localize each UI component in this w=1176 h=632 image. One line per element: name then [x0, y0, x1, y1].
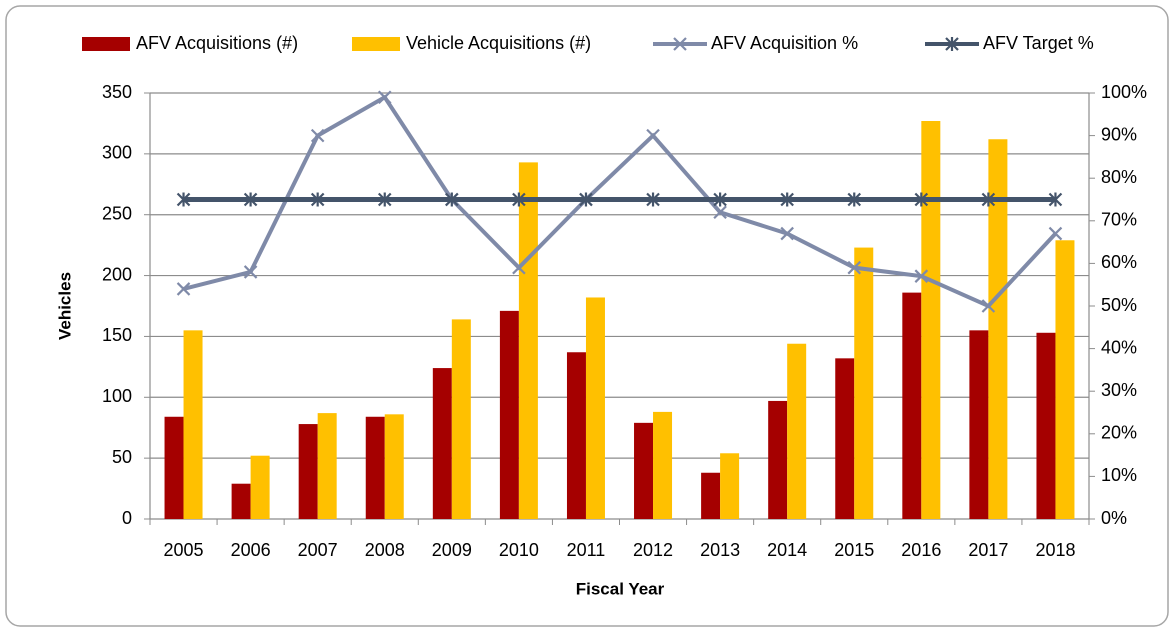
legend-swatch: [352, 37, 400, 51]
legend-swatch: [82, 37, 130, 51]
x-tick-label: 2013: [700, 540, 740, 560]
line-marker: [377, 192, 392, 207]
y-tick-label: 150: [102, 325, 132, 345]
bar: [720, 453, 740, 519]
y2-tick-label: 10%: [1101, 465, 1137, 485]
y-tick-label: 350: [102, 82, 132, 102]
line-marker: [914, 269, 929, 283]
x-tick-label: 2012: [633, 540, 673, 560]
x-tick-label: 2011: [567, 540, 606, 560]
line-marker: [176, 192, 191, 207]
x-tick-label: 2017: [968, 540, 1008, 560]
line-marker: [713, 192, 727, 207]
line-marker: [377, 90, 392, 105]
legend-label: AFV Acquisitions (#): [136, 33, 298, 53]
line-marker: [847, 260, 862, 275]
line-marker: [176, 282, 191, 296]
bar: [854, 247, 874, 519]
bar: [634, 422, 654, 519]
bar: [432, 368, 452, 519]
bar: [317, 413, 337, 519]
bar: [1055, 240, 1075, 519]
y2-tick-label: 50%: [1101, 295, 1137, 315]
line-marker: [780, 192, 794, 207]
y2-tick-label: 80%: [1101, 167, 1137, 187]
y-tick-label: 300: [102, 143, 132, 163]
y2-tick-label: 90%: [1101, 124, 1137, 144]
bar: [566, 352, 586, 519]
legend-marker: [673, 37, 687, 51]
bar: [231, 483, 251, 519]
bar: [585, 297, 605, 519]
line-marker: [713, 205, 727, 220]
y2-tick-label: 30%: [1101, 380, 1137, 400]
bar: [183, 330, 203, 519]
line-marker: [1048, 192, 1063, 207]
y-axis-label: Vehicles: [55, 272, 74, 340]
y2-tick-label: 0%: [1101, 508, 1127, 528]
bar: [835, 358, 855, 519]
y-tick-label: 50: [112, 447, 132, 467]
line-marker: [243, 265, 258, 279]
bar: [499, 310, 519, 519]
bar: [988, 139, 1008, 519]
line-marker: [981, 192, 996, 207]
line-marker: [780, 226, 794, 241]
legend-label: AFV Acquisition %: [711, 33, 858, 53]
bar: [298, 424, 318, 519]
bar: [1036, 332, 1056, 519]
line-marker: [243, 192, 258, 207]
y-tick-label: 0: [122, 508, 132, 528]
y2-tick-label: 20%: [1101, 423, 1137, 443]
x-tick-label: 2016: [901, 540, 941, 560]
x-tick-label: 2010: [499, 540, 539, 560]
bar: [921, 120, 941, 519]
line-marker: [914, 192, 929, 207]
legend-label: Vehicle Acquisitions (#): [406, 33, 591, 53]
bar: [701, 472, 721, 519]
bar: [250, 455, 270, 519]
bar: [768, 400, 788, 519]
x-tick-label: 2014: [767, 540, 807, 560]
legend-label: AFV Target %: [983, 33, 1094, 53]
x-tick-label: 2007: [298, 540, 338, 560]
bar: [653, 411, 673, 519]
line-marker: [310, 192, 325, 207]
bar: [365, 416, 385, 519]
x-tick-label: 2015: [834, 540, 874, 560]
x-tick-label: 2018: [1035, 540, 1075, 560]
bar: [969, 330, 989, 519]
line-marker: [646, 128, 660, 143]
legend-marker: [945, 37, 959, 51]
x-axis-label: Fiscal Year: [576, 579, 665, 598]
y-tick-label: 100: [102, 386, 132, 406]
bar: [518, 162, 538, 519]
line-marker: [646, 192, 660, 207]
bar: [902, 292, 922, 519]
y2-tick-label: 40%: [1101, 337, 1137, 357]
y-tick-label: 200: [102, 264, 132, 284]
x-tick-label: 2006: [231, 540, 271, 560]
line-marker: [310, 128, 325, 143]
y2-tick-label: 60%: [1101, 252, 1137, 272]
y-tick-label: 250: [102, 203, 132, 223]
x-tick-label: 2008: [365, 540, 405, 560]
y2-tick-label: 100%: [1101, 82, 1147, 102]
line-marker: [981, 299, 996, 313]
line-marker: [847, 192, 862, 207]
line-marker: [512, 192, 526, 207]
line-marker: [579, 192, 593, 207]
bar: [451, 319, 471, 519]
x-tick-label: 2005: [164, 540, 204, 560]
line-marker: [445, 192, 459, 207]
line-marker: [1048, 226, 1063, 241]
bar: [164, 416, 184, 519]
bar: [787, 343, 807, 519]
line-marker: [512, 260, 526, 275]
line: [183, 94, 1057, 309]
bar: [384, 414, 404, 519]
y2-tick-label: 70%: [1101, 210, 1137, 230]
x-tick-label: 2009: [432, 540, 472, 560]
